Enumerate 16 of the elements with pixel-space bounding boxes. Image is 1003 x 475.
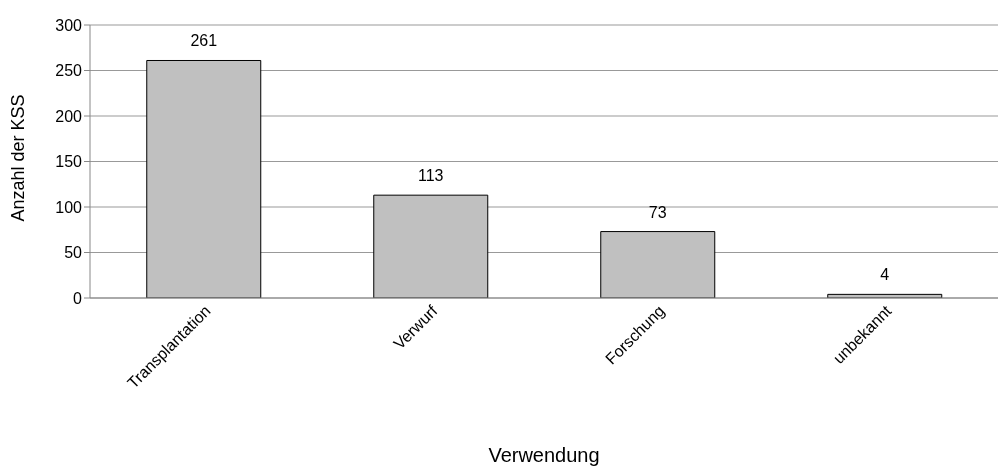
bar bbox=[373, 194, 489, 298]
y-tick-label: 150 bbox=[55, 153, 83, 171]
y-tick-label: 200 bbox=[55, 107, 83, 125]
data-label: 113 bbox=[417, 167, 444, 185]
data-label: 261 bbox=[190, 32, 218, 50]
bar bbox=[600, 231, 716, 298]
y-tick-label: 300 bbox=[55, 16, 83, 34]
x-axis-title: Verwendung bbox=[488, 444, 600, 466]
data-label: 4 bbox=[880, 266, 890, 284]
data-label: 73 bbox=[648, 203, 667, 221]
y-axis-title: Anzahl der KSS bbox=[8, 94, 29, 222]
y-tick-label: 250 bbox=[55, 62, 83, 80]
y-tick-label: 50 bbox=[64, 244, 83, 262]
y-tick-label: 100 bbox=[55, 198, 83, 216]
y-tick-label: 0 bbox=[73, 289, 83, 307]
bar bbox=[146, 59, 262, 298]
